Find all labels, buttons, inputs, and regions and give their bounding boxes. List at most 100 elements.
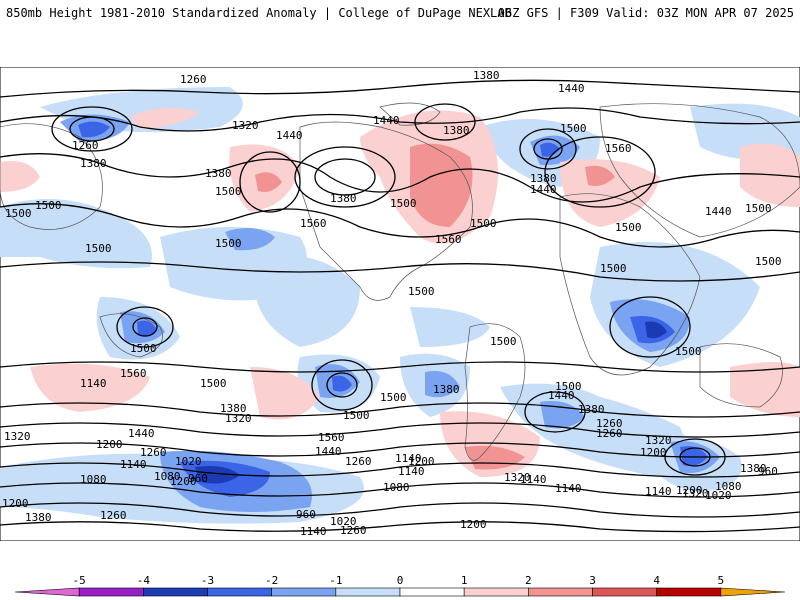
contour-label: 1380 bbox=[205, 167, 232, 180]
contour-label: 1560 bbox=[605, 142, 632, 155]
contour-label: 1500 bbox=[408, 285, 435, 298]
contour-label: 1200 bbox=[408, 455, 435, 468]
contour-label: 1440 bbox=[315, 445, 342, 458]
colorbar-tick-label: 2 bbox=[525, 574, 532, 587]
contour-label: 1320 bbox=[682, 487, 709, 500]
colorbar-swatch bbox=[335, 587, 401, 597]
contour-label: 1020 bbox=[330, 515, 357, 528]
contour-label: 1500 bbox=[390, 197, 417, 210]
contour-label: 1200 bbox=[2, 497, 29, 510]
contour-label: 1200 bbox=[460, 518, 487, 531]
contour-label: 1380 bbox=[330, 192, 357, 205]
contour-label: 1440 bbox=[530, 183, 557, 196]
contour-label: 1260 bbox=[340, 524, 367, 537]
contour-label: 1440 bbox=[373, 114, 400, 127]
contour-label: 1500 bbox=[675, 345, 702, 358]
colorbar-swatch bbox=[78, 587, 144, 597]
contour-label: 1500 bbox=[745, 202, 772, 215]
contour-label: 1500 bbox=[35, 199, 62, 212]
contour-label: 1500 bbox=[555, 380, 582, 393]
contour-label: 960 bbox=[758, 465, 778, 478]
colorbar-swatch bbox=[463, 587, 529, 597]
contour-label: 1140 bbox=[398, 465, 425, 478]
colorbar-boxes bbox=[14, 587, 786, 597]
contour-label: 1020 bbox=[175, 455, 202, 468]
colorbar-swatch bbox=[399, 587, 465, 597]
contour-label: 1380 bbox=[433, 383, 460, 396]
contour-label: 1080 bbox=[154, 470, 181, 483]
colorbar-tick-label: 3 bbox=[589, 574, 596, 587]
contour-label: 1200 bbox=[96, 438, 123, 451]
contour-label: 1200 bbox=[640, 446, 667, 459]
contour-label: 1500 bbox=[615, 221, 642, 234]
contour-label: 1320 bbox=[504, 471, 531, 484]
colorbar-swatch bbox=[14, 587, 80, 597]
colorbar-swatch bbox=[656, 587, 722, 597]
colorbar: -5 -4 -3 -2 -1 0 1 2 3 4 5 bbox=[14, 574, 786, 597]
contour-label: 1560 bbox=[435, 233, 462, 246]
anomaly-map: 1260 1260 1320 1380 1440 1500 1380 1500 … bbox=[0, 67, 800, 541]
contour-label: 1380 bbox=[530, 172, 557, 185]
colorbar-tick-label: 4 bbox=[653, 574, 660, 587]
contour-label: 1380 bbox=[740, 462, 767, 475]
contour-label: 1380 bbox=[473, 69, 500, 82]
contour-label: 1500 bbox=[130, 342, 157, 355]
contour-label: 1380 bbox=[443, 124, 470, 137]
contour-label: 1080 bbox=[383, 481, 410, 494]
contour-label: 1380 bbox=[25, 511, 52, 524]
contour-label: 1200 bbox=[676, 484, 703, 497]
contour-label: 1560 bbox=[318, 431, 345, 444]
colorbar-tick-label: -3 bbox=[201, 574, 214, 587]
colorbar-swatch bbox=[528, 587, 593, 597]
colorbar-swatch bbox=[143, 587, 208, 597]
contour-label: 1560 bbox=[300, 217, 327, 230]
contour-label: 1380 bbox=[220, 402, 247, 415]
contour-label: 1140 bbox=[300, 525, 327, 538]
contour-label: 1560 bbox=[120, 367, 147, 380]
contour-label: 1020 bbox=[705, 489, 732, 502]
contour-label: 960 bbox=[296, 508, 316, 521]
contour-label: 1500 bbox=[560, 122, 587, 135]
contour-label: 1380 bbox=[80, 157, 107, 170]
contour-label: 1260 bbox=[100, 509, 127, 522]
contour-label: 1500 bbox=[5, 207, 32, 220]
contour-label: 1380 bbox=[578, 403, 605, 416]
contour-label: 1260 bbox=[596, 427, 623, 440]
contour-label: 1140 bbox=[395, 452, 422, 465]
contour-label: 1500 bbox=[215, 185, 242, 198]
colorbar-swatch bbox=[720, 587, 786, 597]
colorbar-tick-label: 0 bbox=[397, 574, 404, 587]
contour-label: 1500 bbox=[755, 255, 782, 268]
colorbar-tick-labels: -5 -4 -3 -2 -1 0 1 2 3 4 5 bbox=[73, 574, 725, 587]
coastlines bbox=[0, 102, 800, 461]
contour-label: 1140 bbox=[555, 482, 582, 495]
colorbar-swatch bbox=[207, 587, 272, 597]
contour-label: 1140 bbox=[645, 485, 672, 498]
contour-label: 1440 bbox=[705, 205, 732, 218]
contour-label: 1320 bbox=[4, 430, 31, 443]
map-title: 850mb Height 1981-2010 Standardized Anom… bbox=[6, 6, 512, 20]
colorbar-swatch bbox=[271, 587, 337, 597]
model-run-info: 06Z GFS | F309 Valid: 03Z MON APR 07 202… bbox=[497, 6, 794, 20]
contour-label: 1500 bbox=[343, 409, 370, 422]
contour-labels: 1260 1260 1320 1380 1440 1500 1380 1500 … bbox=[2, 69, 782, 538]
contour-label: 1260 bbox=[140, 446, 167, 459]
contour-label: 1500 bbox=[490, 335, 517, 348]
height-contours bbox=[0, 79, 800, 533]
contour-label: 1500 bbox=[470, 217, 497, 230]
contour-label: 1500 bbox=[600, 262, 627, 275]
contour-label: 1500 bbox=[215, 237, 242, 250]
contour-label: 1440 bbox=[548, 389, 575, 402]
contour-label: 1140 bbox=[520, 473, 547, 486]
contour-label: 1320 bbox=[232, 119, 259, 132]
contour-label: 1200 bbox=[170, 475, 197, 488]
contour-label: 1440 bbox=[276, 129, 303, 142]
contour-label: 1260 bbox=[345, 455, 372, 468]
colorbar-tick-label: -5 bbox=[73, 574, 86, 587]
contour-label: 1080 bbox=[80, 473, 107, 486]
contour-label: 1500 bbox=[200, 377, 227, 390]
contour-label: 1260 bbox=[72, 139, 99, 152]
colorbar-tick-label: -1 bbox=[329, 574, 342, 587]
contour-label: 1320 bbox=[645, 434, 672, 447]
contour-label: 1260 bbox=[596, 417, 623, 430]
